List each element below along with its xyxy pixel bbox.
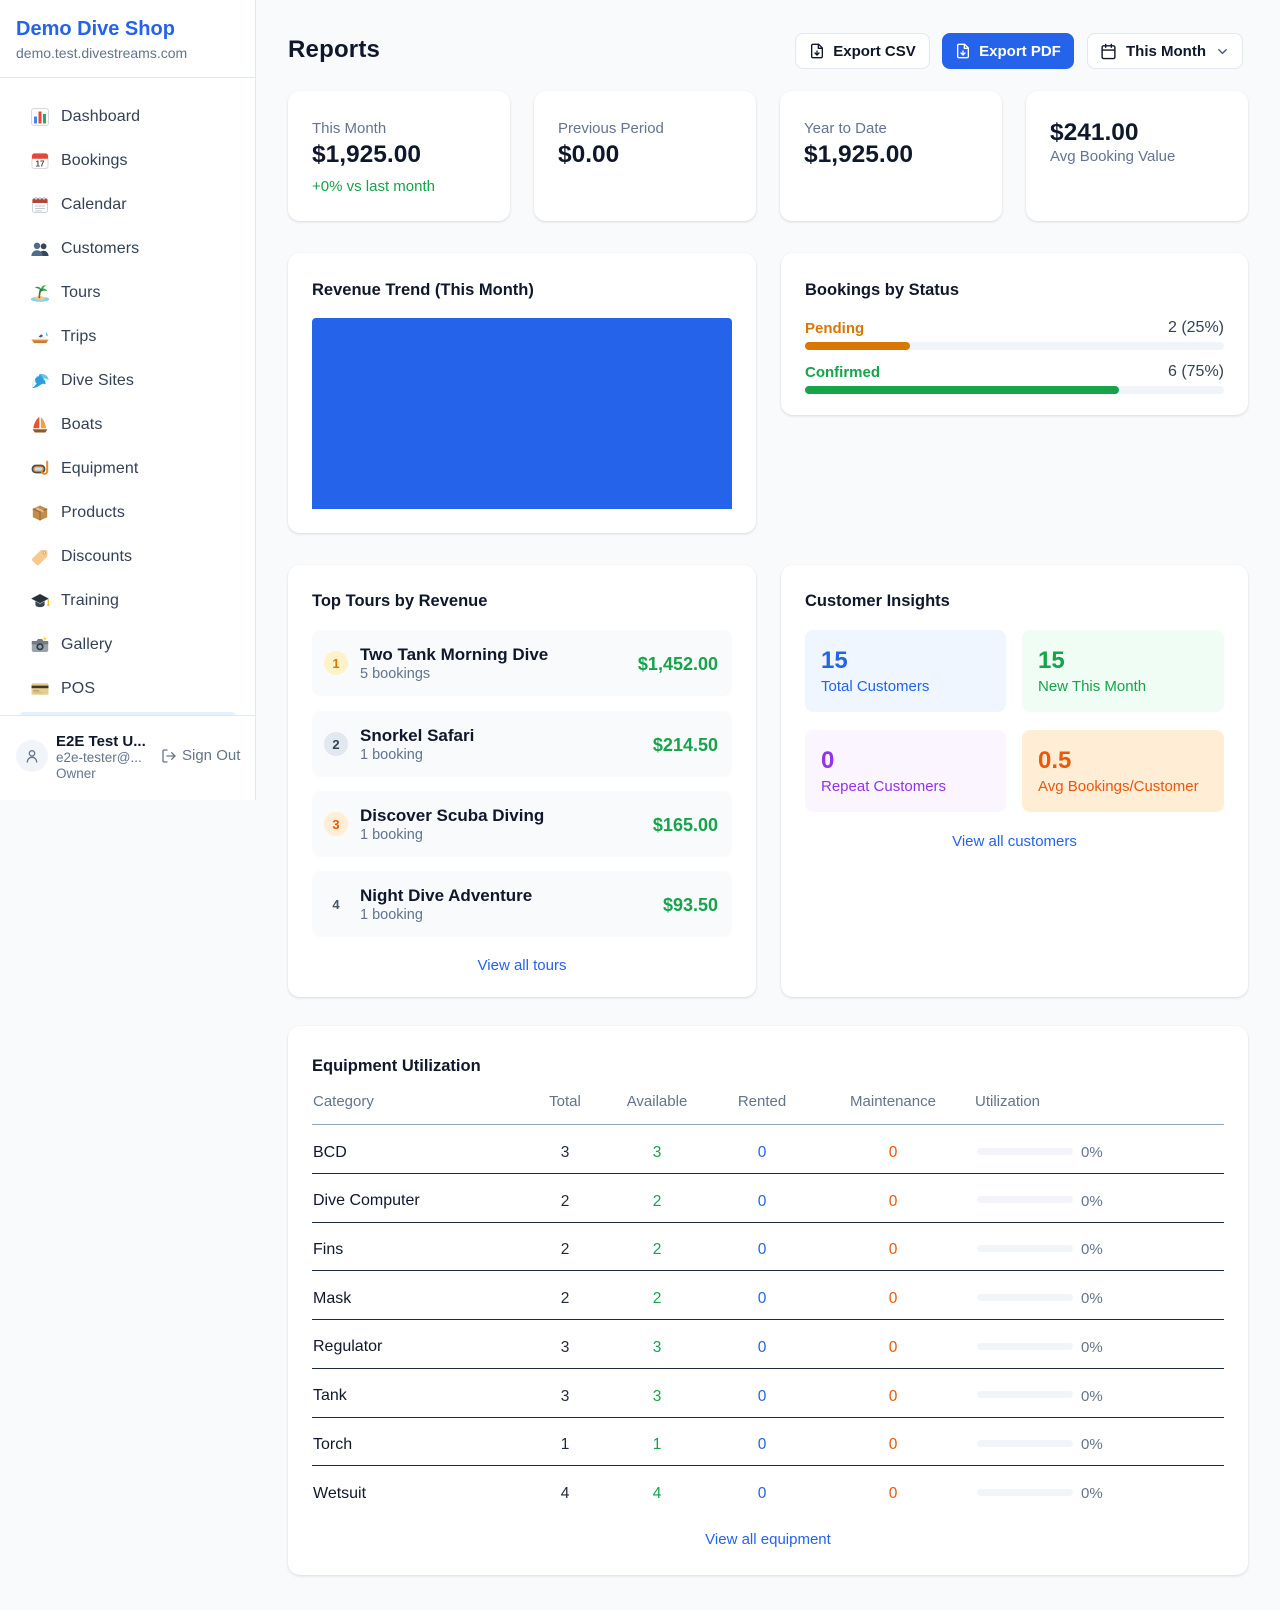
svg-text:17: 17 [36,160,45,169]
